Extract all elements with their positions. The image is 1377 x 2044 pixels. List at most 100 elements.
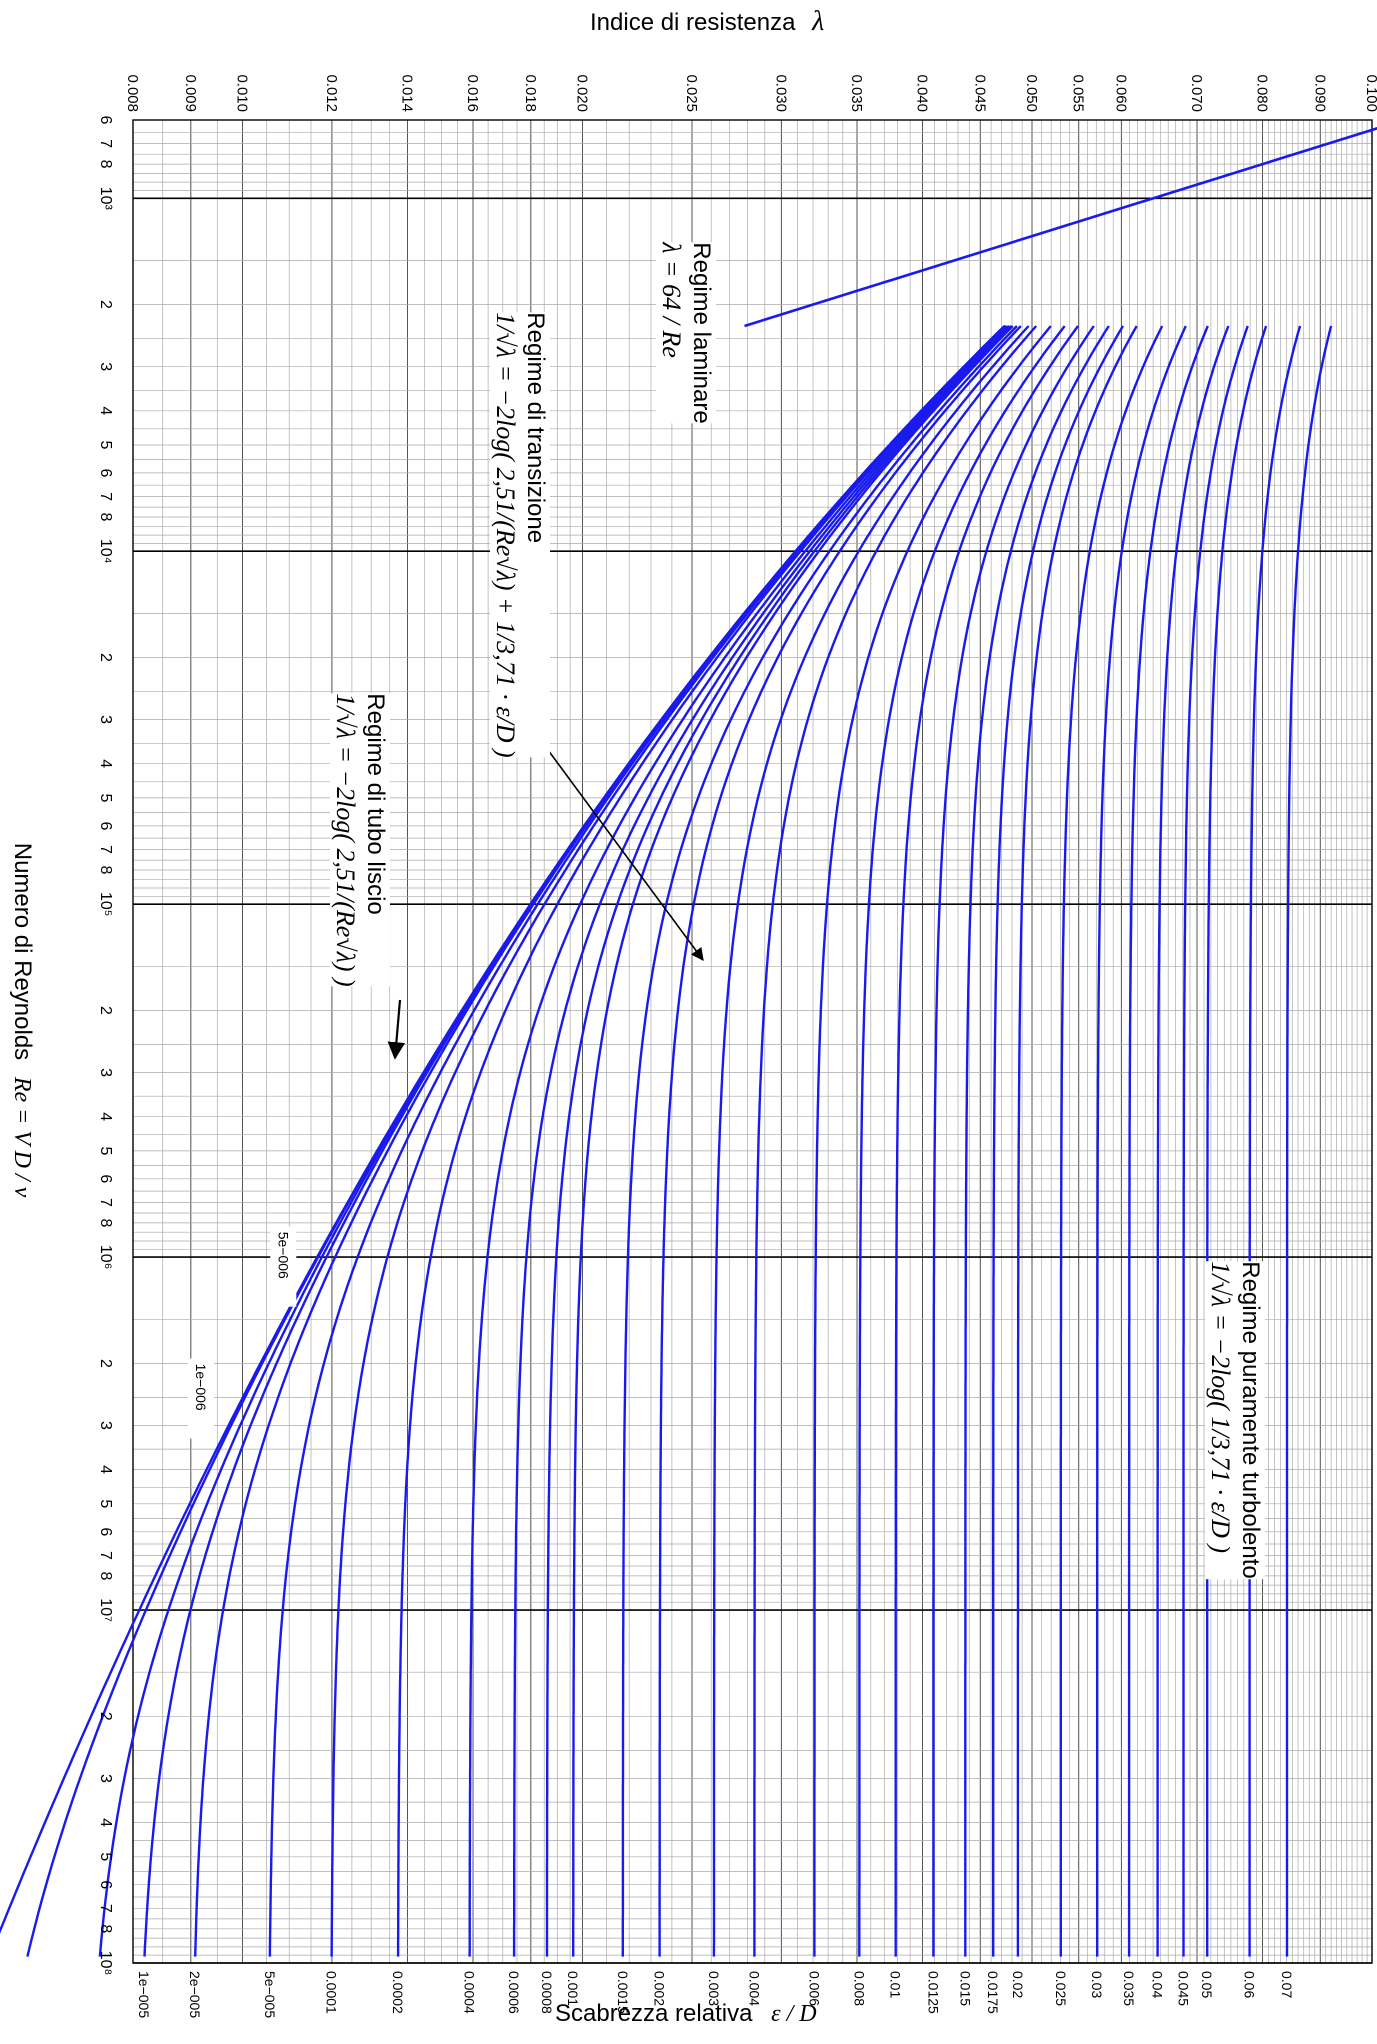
friction-curve — [1016, 325, 1138, 1957]
re-tick-label: 10⁸ — [97, 1951, 114, 1976]
roughness-label: 0.0008 — [539, 1971, 555, 2014]
lambda-tick-label: 0.045 — [971, 74, 988, 112]
friction-curve — [468, 325, 1009, 1957]
lambda-tick-label: 0.035 — [848, 74, 865, 112]
re-tick-label: 8 — [97, 513, 114, 522]
friction-curve — [1096, 325, 1187, 1957]
roughness-label: 0.01 — [888, 1971, 904, 1998]
lambda-tick-label: 0.012 — [323, 74, 340, 112]
re-tick-label: 6 — [97, 821, 114, 830]
re-tick-label: 5 — [97, 441, 114, 450]
tick-labels: 0.008 0.009 0.010 0.012 0.014 0.016 0.018 0.020… — [97, 74, 1377, 1975]
re-tick-label: 7 — [97, 1551, 114, 1560]
roughness-label: 0.035 — [1121, 1971, 1137, 2006]
re-tick-label: 2 — [97, 1712, 114, 1721]
roughness-label: 0.006 — [806, 1971, 822, 2006]
friction-curve — [396, 325, 1008, 1957]
lambda-tick-label: 0.010 — [234, 74, 251, 112]
re-tick-label: 7 — [97, 139, 114, 148]
lambda-tick-label: 0.025 — [683, 74, 700, 112]
laminar-annotation: Regime laminare λ = 64 / Re — [656, 242, 716, 424]
roughness-label: 0.0004 — [462, 1971, 478, 2014]
lambda-tick-label: 0.014 — [399, 74, 416, 112]
re-tick-label: 3 — [97, 1421, 114, 1430]
roughness-label: 0.0002 — [390, 1971, 406, 2014]
friction-curve — [512, 325, 1011, 1957]
re-tick-label: 3 — [97, 1774, 114, 1783]
roughness-label: 0.025 — [1053, 1971, 1069, 2006]
roughness-label: 0.0125 — [925, 1971, 941, 2014]
friction-curve — [1059, 325, 1164, 1957]
roughness-label: 2e−005 — [187, 1971, 203, 2018]
re-tick-label: 6 — [97, 1174, 114, 1183]
re-tick-label: 8 — [97, 1571, 114, 1580]
friction-curve — [1127, 325, 1209, 1957]
roughness-label: 0.06 — [1242, 1971, 1258, 1998]
roughness-label: 0.0001 — [324, 1971, 340, 2014]
re-tick-label: 10⁵ — [97, 892, 114, 916]
plot-frame — [132, 119, 1373, 1964]
roughness-label: 0.015 — [957, 1971, 973, 2006]
lambda-tick-label: 0.016 — [464, 74, 481, 112]
re-tick-label: 3 — [97, 362, 114, 371]
re-tick-label: 5 — [97, 1146, 114, 1155]
re-tick-label: 3 — [97, 715, 114, 724]
friction-curve — [330, 325, 1007, 1957]
laminar-line — [744, 126, 1377, 328]
re-tick-label: 2 — [97, 1359, 114, 1368]
re-tick-label: 7 — [97, 1904, 114, 1913]
lambda-tick-label: 0.030 — [772, 74, 789, 112]
re-tick-label: 3 — [97, 1068, 114, 1077]
roughness-label: 0.008 — [851, 1971, 867, 2006]
fine-label-bg — [270, 1226, 297, 1307]
friction-curve — [964, 325, 1110, 1957]
lambda-tick-label: 0.060 — [1112, 74, 1129, 112]
friction-curve — [992, 325, 1125, 1957]
roughness-label: 0.003 — [706, 1971, 722, 2006]
friction-curve — [98, 325, 1006, 1957]
curve-labels: 1e−005 2e−005 5e−005 0.0001 0.0002 0.0004 0.00… — [136, 1226, 1295, 2018]
re-tick-label: 5 — [97, 1852, 114, 1861]
lambda-tick-label: 0.100 — [1363, 74, 1377, 112]
re-tick-label: 7 — [97, 492, 114, 501]
roughness-symbol: ε / D — [771, 2001, 817, 2027]
lambda-tick-label: 0.008 — [124, 74, 141, 112]
roughness-label: 0.0015 — [615, 1971, 631, 2014]
re-tick-label: 10⁷ — [97, 1598, 114, 1622]
re-tick-label: 6 — [97, 468, 114, 477]
re-tick-label: 4 — [97, 1818, 114, 1827]
friction-curve — [1206, 325, 1268, 1957]
roughness-label: 0.04 — [1150, 1971, 1166, 1998]
rough-formula: 1/√λ = −2log( 1/3,71 · ε/D ) — [1206, 1261, 1235, 1554]
roughness-label: 0.002 — [652, 1971, 668, 2006]
roughness-label: 0.001 — [565, 1971, 581, 2006]
y-axis-label: Indice di resistenza — [590, 9, 796, 36]
roughness-label: 0.05 — [1199, 1971, 1215, 1998]
lambda-tick-label: 0.050 — [1023, 74, 1040, 112]
friction-curve — [658, 325, 1022, 1957]
lambda-tick-label: 0.020 — [574, 74, 591, 112]
friction-curve — [1248, 325, 1302, 1957]
roughness-label: 0.0006 — [506, 1971, 522, 2014]
friction-curve — [1285, 325, 1333, 1957]
y-axis-title: Indice di resistenza λ — [590, 6, 824, 38]
friction-curve — [194, 325, 1006, 1957]
lambda-tick-label: 0.090 — [1311, 74, 1328, 112]
re-tick-label: 8 — [97, 866, 114, 875]
re-tick-label: 10⁴ — [97, 539, 114, 564]
lambda-tick-label: 0.055 — [1070, 74, 1087, 112]
roughness-label: 5e−005 — [262, 1971, 278, 2018]
rough-name: Regime puramente turbolento — [1237, 1261, 1264, 1579]
lambda-tick-label: 0.080 — [1254, 74, 1271, 112]
friction-curve — [1182, 325, 1249, 1957]
re-tick-label: 8 — [97, 1218, 114, 1227]
re-tick-label: 5 — [97, 1499, 114, 1508]
smooth-arrow — [387, 999, 406, 1060]
transition-name: Regime di transizione — [522, 312, 549, 544]
re-tick-label: 4 — [97, 1465, 114, 1474]
friction-curve — [813, 325, 1052, 1957]
re-tick-label: 6 — [97, 1880, 114, 1889]
re-tick-label: 7 — [97, 845, 114, 854]
transition-formula: 1/√λ = −2log( 2,51/(Re√λ) + 1/3,71 · ε/D… — [491, 312, 520, 758]
